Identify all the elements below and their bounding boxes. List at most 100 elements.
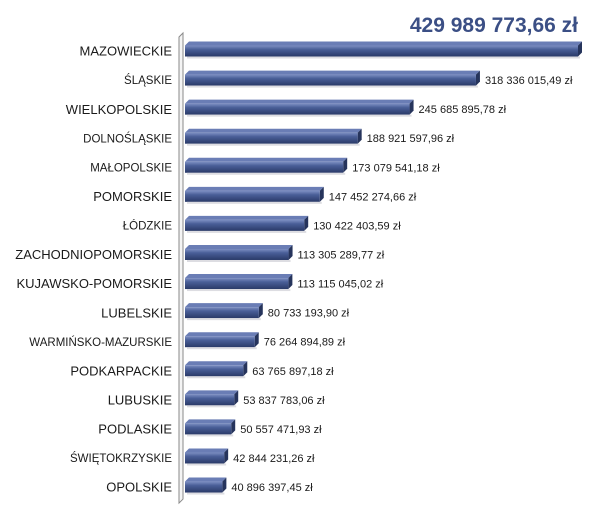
bar-shadow [187, 376, 246, 379]
bar-front-face [185, 394, 235, 406]
bar [185, 274, 293, 292]
bar [185, 390, 239, 408]
bar-shadow [187, 434, 234, 437]
value-label: 130 422 403,59 zł [313, 220, 401, 232]
category-label: DOLNOŚLĄSKIE [83, 132, 172, 145]
bar-front-face [185, 365, 244, 377]
bar-shadow [187, 201, 322, 204]
bar-top-face [185, 41, 582, 46]
bar-end-face [475, 70, 480, 86]
category-label: LUBELSKIE [101, 305, 172, 320]
bar-front-face [185, 190, 320, 202]
bar-top-face [185, 128, 362, 133]
bar [185, 41, 582, 59]
category-label: KUJAWSKO-POMORSKIE [16, 276, 172, 291]
value-label: 53 837 783,06 zł [243, 395, 325, 407]
bar-shadow [187, 318, 261, 321]
value-label: 76 264 894,89 zł [264, 337, 346, 349]
category-label: MAŁOPOLSKIE [90, 162, 172, 174]
bar [185, 157, 348, 175]
bar-shadow [187, 172, 346, 175]
value-label: 63 765 897,18 zł [252, 366, 334, 378]
category-label: MAZOWIECKIE [80, 44, 173, 59]
bar-end-face [343, 157, 348, 173]
bar-front-face [185, 103, 410, 115]
bar-end-face [258, 303, 263, 319]
value-label: 173 079 541,18 zł [352, 162, 440, 174]
category-label: ŚWIĘTOKRZYSKIE [70, 452, 172, 465]
bar-top-face [185, 70, 480, 75]
value-label: 80 733 193,90 zł [268, 308, 350, 320]
bars-layer [185, 41, 582, 495]
bar-shadow [187, 56, 580, 59]
category-label: ŁÓDZKIE [123, 220, 173, 233]
value-label: 429 989 773,66 zł [410, 14, 578, 37]
bar-front-face [185, 423, 232, 435]
value-label: 40 896 397,45 zł [231, 482, 313, 494]
category-label: WARMIŃSKO-MAZURSKIE [29, 336, 172, 349]
bar-end-face [231, 419, 236, 435]
category-label: LUBUSKIE [108, 393, 173, 408]
axis-layer [178, 31, 184, 505]
bar [185, 419, 236, 437]
bar-end-face [234, 390, 239, 406]
bar [185, 186, 324, 204]
bar-front-face [185, 307, 259, 319]
bar-shadow [187, 405, 237, 408]
bar-front-face [185, 248, 289, 260]
bar-end-face [288, 244, 293, 260]
category-label: ŚLĄSKIE [124, 74, 172, 87]
bar-front-face [185, 161, 344, 173]
bar [185, 477, 227, 495]
category-label: PODKARPACKIE [70, 363, 172, 378]
category-label: PODLASKIE [98, 422, 172, 437]
value-label: 50 557 471,93 zł [240, 424, 322, 436]
bar [185, 303, 263, 321]
category-label: OPOLSKIE [106, 480, 172, 495]
bar-shadow [187, 463, 227, 466]
value-label: 147 452 274,66 zł [329, 191, 417, 203]
value-label: 188 921 597,96 zł [367, 133, 455, 145]
labels-layer: MAZOWIECKIE 429 989 773,66 zł ŚLĄSKIE 318 3… [15, 14, 578, 495]
value-label: 42 844 231,26 zł [233, 453, 315, 465]
bar-end-face [319, 186, 324, 202]
bar-top-face [185, 244, 293, 249]
bar-shadow [187, 143, 360, 146]
value-label: 318 336 015,49 zł [485, 75, 573, 87]
bar-top-face [185, 390, 239, 395]
bar-top-face [185, 215, 309, 220]
bar-front-face [185, 45, 578, 57]
bar [185, 70, 480, 88]
bar [185, 448, 229, 466]
bar-end-face [304, 215, 309, 231]
bar [185, 361, 248, 379]
value-label: 113 305 289,77 zł [298, 249, 385, 261]
bar-shadow [187, 289, 291, 292]
bar-end-face [222, 477, 227, 493]
bar-front-face [185, 336, 255, 348]
bar [185, 215, 309, 233]
category-label: ZACHODNIOPOMORSKIE [15, 247, 172, 262]
bar-top-face [185, 157, 348, 162]
value-label: 245 685 895,78 zł [419, 104, 507, 116]
bar-end-face [224, 448, 229, 464]
bar-front-face [185, 278, 289, 290]
bar-front-face [185, 219, 305, 231]
bar-shadow [187, 492, 225, 495]
bar-top-face [185, 477, 227, 482]
bar-shadow [187, 114, 412, 117]
bar-shadow [187, 230, 307, 233]
bar-end-face [409, 99, 414, 115]
category-label: WIELKOPOLSKIE [66, 102, 173, 117]
bar-end-face [254, 332, 259, 348]
value-label: 113 115 045,02 zł [297, 279, 383, 291]
bar-front-face [185, 452, 225, 464]
bar-top-face [185, 186, 324, 191]
bar-end-face [243, 361, 248, 377]
bar-top-face [185, 332, 259, 337]
bar-top-face [185, 99, 414, 104]
bar-top-face [185, 303, 263, 308]
bar-top-face [185, 419, 236, 424]
bar [185, 128, 362, 146]
